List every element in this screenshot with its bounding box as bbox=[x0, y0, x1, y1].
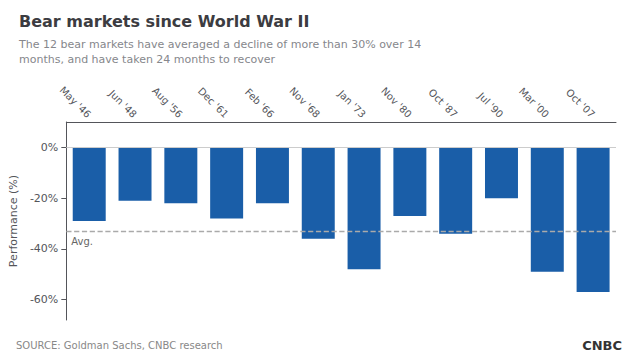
svg-text:Jan '73: Jan '73 bbox=[335, 87, 368, 120]
svg-text:May '46: May '46 bbox=[58, 84, 94, 120]
svg-text:The 12 bear markets have avera: The 12 bear markets have averaged a decl… bbox=[18, 38, 421, 51]
svg-text:Mar '00: Mar '00 bbox=[517, 86, 551, 120]
svg-text:Performance (%): Performance (%) bbox=[7, 175, 20, 267]
svg-text:CNBC: CNBC bbox=[582, 338, 622, 353]
svg-text:-40%: -40% bbox=[30, 242, 58, 255]
svg-text:months, and have taken 24 mont: months, and have taken 24 months to reco… bbox=[19, 53, 275, 66]
svg-text:Feb '66: Feb '66 bbox=[243, 86, 276, 119]
svg-text:Jul '90: Jul '90 bbox=[475, 90, 505, 120]
svg-text:Nov '68: Nov '68 bbox=[287, 85, 322, 120]
svg-text:Aug '56: Aug '56 bbox=[150, 85, 185, 120]
svg-text:Jun '48: Jun '48 bbox=[106, 87, 139, 120]
svg-text:Bear markets since World War I: Bear markets since World War II bbox=[19, 12, 309, 31]
svg-text:Dec '61: Dec '61 bbox=[196, 85, 231, 120]
svg-text:SOURCE: Goldman Sachs, CNBC re: SOURCE: Goldman Sachs, CNBC research bbox=[16, 340, 223, 351]
svg-text:Avg.: Avg. bbox=[71, 236, 93, 247]
svg-text:0%: 0% bbox=[41, 141, 58, 154]
svg-text:Nov '80: Nov '80 bbox=[379, 85, 414, 120]
svg-text:-20%: -20% bbox=[30, 192, 58, 205]
svg-text:Oct '07: Oct '07 bbox=[564, 87, 597, 120]
svg-text:Oct '87: Oct '87 bbox=[426, 87, 459, 120]
svg-text:-60%: -60% bbox=[30, 293, 58, 306]
